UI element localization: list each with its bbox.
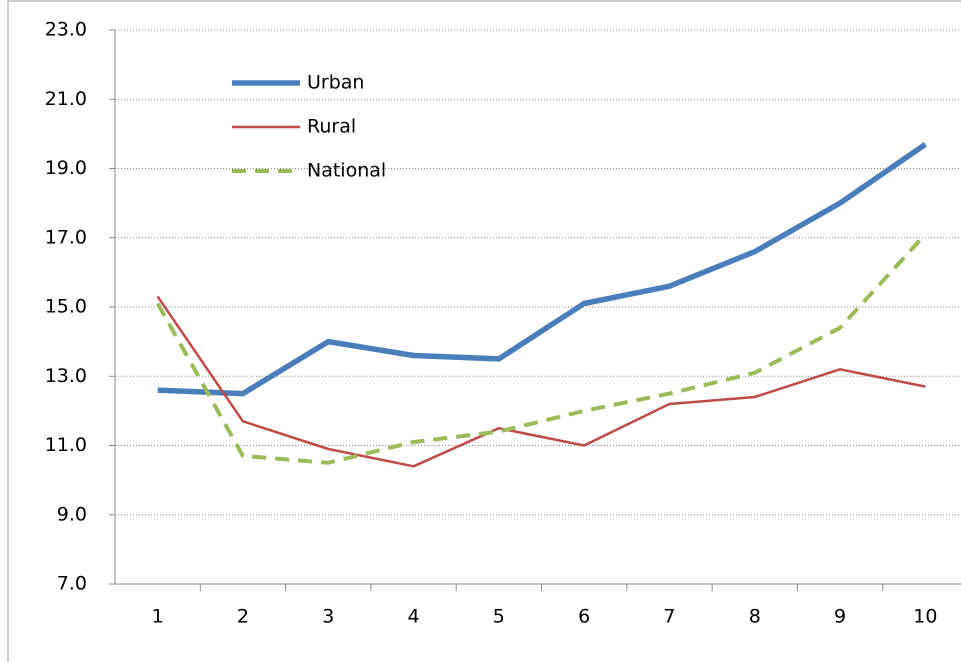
x-tick-label: 2 [237,606,249,628]
x-tick-label: 3 [322,606,334,628]
chart-frame [7,0,961,662]
x-tick-label: 9 [834,606,846,628]
y-tick-label: 13.0 [45,365,87,387]
x-tick-label: 6 [578,606,590,628]
legend-label: Urban [307,72,364,94]
x-tick-label: 4 [408,606,420,628]
y-tick-label: 23.0 [45,19,87,41]
x-tick-label: 10 [913,606,937,628]
x-tick-label: 5 [493,606,505,628]
legend-label: National [307,160,386,182]
y-tick-label: 15.0 [45,296,87,318]
y-tick-label: 11.0 [45,434,87,456]
series-line [155,232,927,465]
y-tick-label: 7.0 [57,573,87,595]
series-line [157,142,927,397]
x-tick-label: 1 [152,606,164,628]
y-tick-label: 21.0 [45,88,87,110]
legend-label: Rural [307,116,356,138]
y-tick-label: 17.0 [45,226,87,248]
x-tick-label: 8 [749,606,761,628]
y-tick-label: 9.0 [57,503,87,525]
y-tick-label: 19.0 [45,157,87,179]
series-line [156,295,926,468]
x-tick-label: 7 [663,606,675,628]
